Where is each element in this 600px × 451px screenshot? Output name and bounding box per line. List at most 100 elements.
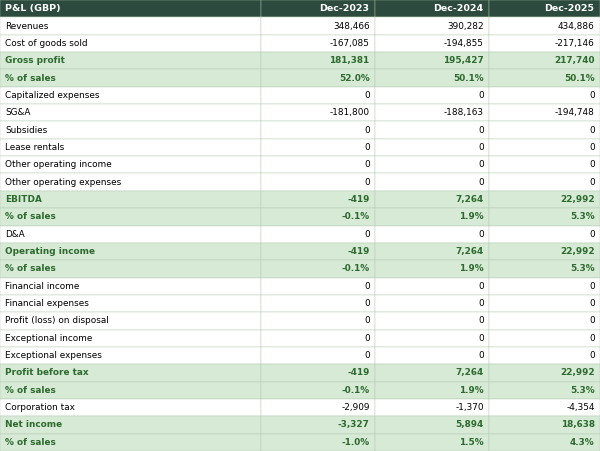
Bar [375,416,489,434]
Text: 0: 0 [589,351,595,360]
Bar [261,416,375,434]
Bar [489,87,600,104]
Text: 4.3%: 4.3% [570,438,595,447]
Text: 0: 0 [589,282,595,291]
Text: 1.5%: 1.5% [459,438,484,447]
Text: 0: 0 [478,334,484,343]
Text: Dec-2024: Dec-2024 [433,4,484,13]
Bar [375,295,489,312]
Bar [0,347,261,364]
Text: 0: 0 [589,160,595,169]
Text: 0: 0 [589,125,595,134]
Bar [261,399,375,416]
Text: % of sales: % of sales [5,264,56,273]
Bar [261,382,375,399]
Bar [375,69,489,87]
Bar [0,208,261,226]
Bar [489,121,600,139]
Text: Dec-2023: Dec-2023 [320,4,370,13]
Bar [0,226,261,243]
Text: -2,909: -2,909 [341,403,370,412]
Text: Subsidies: Subsidies [5,125,47,134]
Text: -419: -419 [347,368,370,377]
Text: Revenues: Revenues [5,22,49,31]
Bar [261,35,375,52]
Bar [261,260,375,277]
Bar [375,226,489,243]
Bar [261,312,375,330]
Text: P&L (GBP): P&L (GBP) [5,4,61,13]
Text: 217,740: 217,740 [554,56,595,65]
Bar [489,260,600,277]
Bar [0,277,261,295]
Bar [261,208,375,226]
Bar [0,121,261,139]
Bar [0,139,261,156]
Bar [261,191,375,208]
Text: Corporation tax: Corporation tax [5,403,75,412]
Text: -181,800: -181,800 [329,108,370,117]
Text: 0: 0 [589,299,595,308]
Text: 181,381: 181,381 [329,56,370,65]
Bar [489,69,600,87]
Text: 0: 0 [364,143,370,152]
Bar [375,312,489,330]
Text: -0.1%: -0.1% [341,264,370,273]
Text: 0: 0 [589,317,595,326]
Text: 0: 0 [364,125,370,134]
Text: 0: 0 [364,91,370,100]
Bar [0,295,261,312]
Text: Dec-2025: Dec-2025 [545,4,595,13]
Text: Other operating expenses: Other operating expenses [5,178,122,187]
Bar [375,382,489,399]
Text: Exceptional expenses: Exceptional expenses [5,351,102,360]
Bar [0,87,261,104]
Bar [261,104,375,121]
Bar [0,0,261,17]
Text: 5.3%: 5.3% [570,386,595,395]
Bar [0,364,261,382]
Text: 52.0%: 52.0% [339,74,370,83]
Text: % of sales: % of sales [5,74,56,83]
Text: 0: 0 [589,334,595,343]
Text: -419: -419 [347,247,370,256]
Text: 0: 0 [364,299,370,308]
Text: 0: 0 [589,178,595,187]
Bar [261,69,375,87]
Bar [489,0,600,17]
Bar [261,52,375,69]
Bar [375,243,489,260]
Text: 0: 0 [478,178,484,187]
Text: SG&A: SG&A [5,108,31,117]
Text: 0: 0 [364,160,370,169]
Text: Exceptional income: Exceptional income [5,334,93,343]
Bar [489,364,600,382]
Bar [489,35,600,52]
Text: -419: -419 [347,195,370,204]
Bar [261,243,375,260]
Bar [261,121,375,139]
Text: 0: 0 [478,351,484,360]
Text: Profit (loss) on disposal: Profit (loss) on disposal [5,317,109,326]
Bar [261,87,375,104]
Bar [261,174,375,191]
Bar [0,69,261,87]
Bar [0,174,261,191]
Bar [489,399,600,416]
Bar [489,191,600,208]
Text: 0: 0 [364,334,370,343]
Bar [489,295,600,312]
Text: 0: 0 [589,143,595,152]
Bar [261,434,375,451]
Text: 0: 0 [478,160,484,169]
Bar [261,226,375,243]
Bar [375,52,489,69]
Bar [261,295,375,312]
Bar [261,156,375,174]
Bar [375,17,489,35]
Bar [0,434,261,451]
Bar [375,139,489,156]
Bar [375,434,489,451]
Bar [489,17,600,35]
Text: 0: 0 [478,125,484,134]
